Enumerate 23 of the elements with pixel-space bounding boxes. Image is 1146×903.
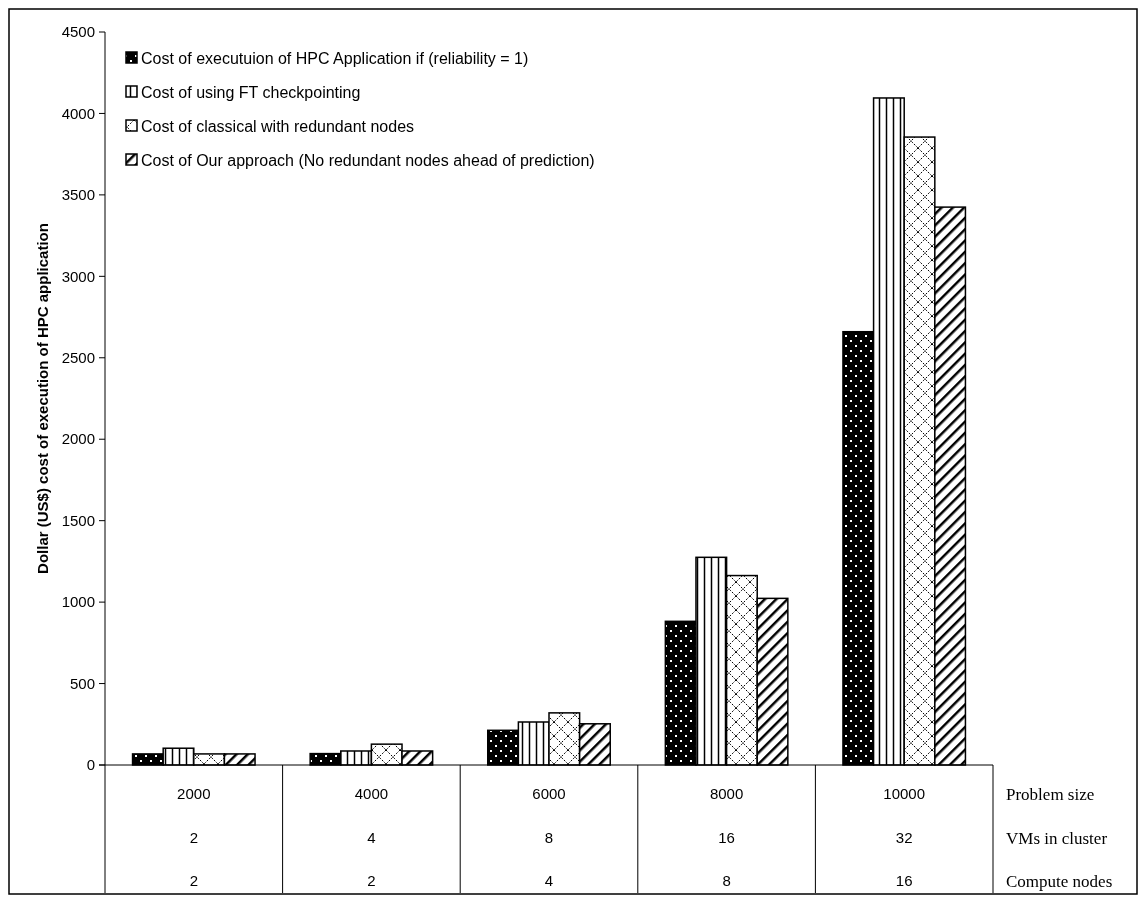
y-tick-label: 4500 (61, 23, 95, 41)
text: Problem size (1006, 784, 1095, 804)
legend-label: Cost of executuion of HPC Application if (reliability = 1) (141, 49, 529, 67)
y-tick-label: 1000 (61, 593, 95, 611)
category-label: 4000 4 2 (354, 785, 389, 890)
y-tick-label: 0 (86, 756, 95, 774)
category-label: 6000 8 4 (532, 785, 566, 890)
y-tick-label: 3000 (61, 267, 95, 285)
y-tick-label: 1500 (61, 511, 95, 529)
y-tick-label: 500 (69, 674, 95, 692)
y-axis-title: Dollar (US$) cost of execution of HPC application (34, 223, 51, 574)
y-tick-label: 2000 (61, 430, 95, 448)
legend-label: Cost of using FT checkpointing (141, 83, 361, 101)
category-label: 10000 32 16 (883, 785, 926, 890)
legend-label: Cost of classical with redundant nodes (141, 117, 415, 135)
text: Compute nodes (1006, 871, 1113, 891)
category-label: 8000 16 8 (709, 785, 744, 890)
y-tick-label: 2500 (61, 349, 95, 367)
legend-label: Cost of Our approach (No redundant nodes ahead of prediction) (141, 151, 595, 169)
y-tick-label: 4000 (61, 104, 95, 122)
text: VMs in cluster (1006, 828, 1108, 848)
y-tick-label: 3500 (61, 186, 95, 204)
category-label: 2000 2 2 (177, 785, 211, 890)
